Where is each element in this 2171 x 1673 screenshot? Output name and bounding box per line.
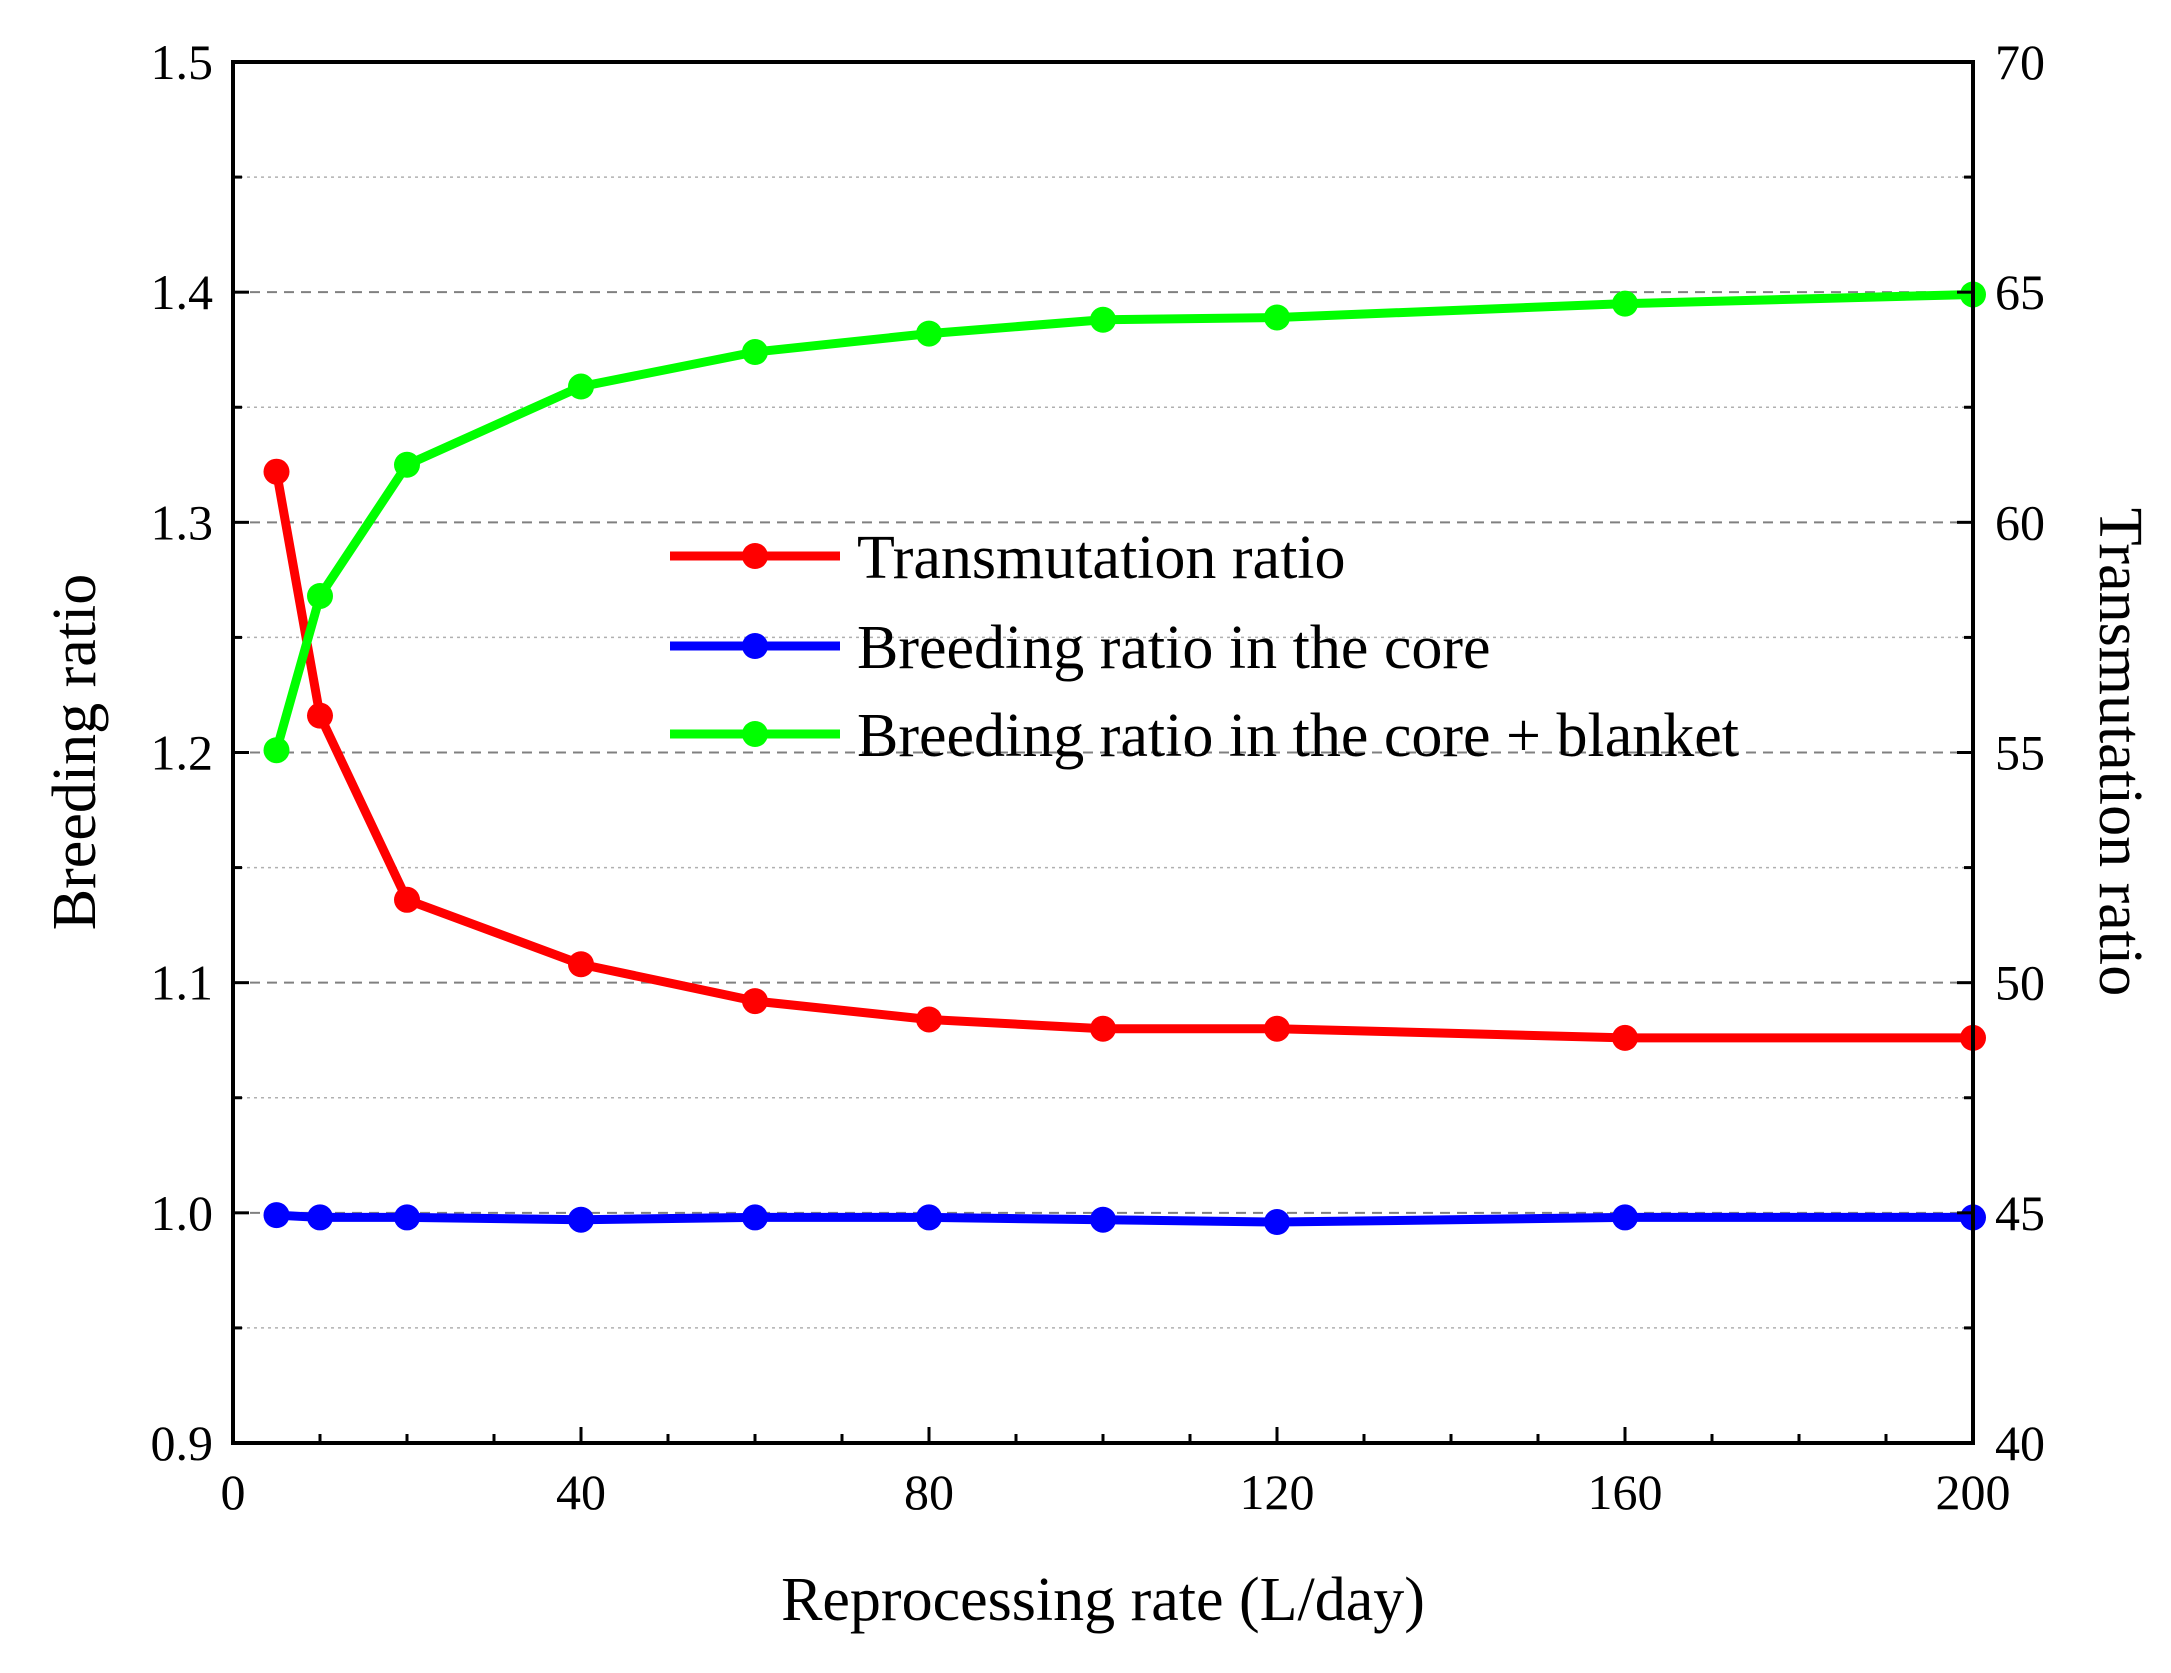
y-axis-title: Breeding ratio	[41, 574, 109, 930]
data-point-transmutation-ratio	[1090, 1015, 1116, 1042]
data-point-breeding-ratio-core-blanket	[1264, 304, 1290, 331]
data-point-breeding-ratio-core-blanket	[742, 339, 768, 366]
y-tick-label: 1.3	[151, 494, 214, 550]
series-line-transmutation-ratio	[272, 470, 1973, 1043]
y2-tick-label: 65	[1995, 264, 2045, 320]
data-point-breeding-ratio-core-blanket	[1612, 290, 1638, 317]
series-transmutation-ratio	[263, 458, 1986, 1051]
data-point-transmutation-ratio	[916, 1006, 942, 1033]
data-point-breeding-ratio-core-blanket	[568, 373, 594, 400]
y-tick-label: 1.1	[151, 955, 214, 1011]
data-point-breeding-ratio-core	[307, 1204, 333, 1231]
y2-tick-label: 50	[1995, 955, 2045, 1011]
data-point-breeding-ratio-core-blanket	[263, 737, 290, 764]
x-tick-label: 0	[221, 1464, 246, 1520]
data-point-breeding-ratio-core-blanket	[307, 582, 333, 609]
series-layer	[263, 281, 1986, 1236]
x-tick-label: 160	[1588, 1464, 1663, 1520]
y2-tick-label: 60	[1995, 494, 2045, 550]
y-tick-label: 1.0	[151, 1185, 214, 1241]
x-tick-label: 120	[1240, 1464, 1315, 1520]
y2-tick-label: 55	[1995, 725, 2045, 781]
data-point-breeding-ratio-core	[1612, 1204, 1638, 1231]
series-line-breeding-ratio-core	[276, 1210, 1973, 1227]
data-point-transmutation-ratio	[307, 702, 333, 729]
data-point-breeding-ratio-core-blanket	[916, 320, 942, 347]
tick-labels: 0 40 80 120 160 200 0.9 1.0 1.1 1.2 1.3 1.4 1.5 40 45 5…	[151, 34, 2046, 1520]
legend-label-transmutation: Transmutation ratio	[857, 524, 1346, 592]
y2-tick-label: 70	[1995, 34, 2045, 90]
data-point-transmutation-ratio	[742, 988, 768, 1015]
series-breeding-ratio-core-blanket	[263, 281, 1986, 764]
y-tick-label: 1.2	[151, 725, 214, 781]
data-point-transmutation-ratio	[1264, 1015, 1290, 1042]
series-breeding-ratio-core	[263, 1202, 1986, 1236]
data-point-breeding-ratio-core-blanket	[394, 451, 420, 478]
grid-lines	[233, 176, 1973, 1329]
legend-label-core: Breeding ratio in the core	[857, 614, 1491, 682]
x-axis-title: Reprocessing rate (L/day)	[781, 1566, 1425, 1634]
data-point-transmutation-ratio	[1612, 1024, 1638, 1051]
data-point-breeding-ratio-core-blanket	[1090, 306, 1116, 333]
legend-marker-core-blanket	[742, 721, 768, 747]
axis-ticks	[231, 60, 1975, 1445]
data-point-transmutation-ratio	[568, 951, 594, 978]
x-tick-label: 200	[1936, 1464, 2011, 1520]
legend-marker-core	[742, 633, 768, 659]
data-point-breeding-ratio-core	[394, 1204, 420, 1231]
data-point-breeding-ratio-core	[263, 1202, 290, 1229]
legend: Transmutation ratio Breeding ratio in th…	[670, 524, 1739, 770]
y-tick-label: 1.4	[151, 264, 214, 320]
data-point-transmutation-ratio	[263, 458, 290, 485]
data-point-breeding-ratio-core	[742, 1204, 768, 1231]
series-line-breeding-ratio-core-blanket	[272, 289, 1974, 752]
y2-tick-label: 45	[1995, 1185, 2045, 1241]
y2-tick-label: 40	[1995, 1415, 2045, 1471]
legend-marker-transmutation	[742, 543, 768, 569]
data-point-breeding-ratio-core	[1090, 1206, 1116, 1233]
y-tick-label: 1.5	[151, 34, 214, 90]
data-point-breeding-ratio-core	[568, 1206, 594, 1233]
data-point-breeding-ratio-core	[1264, 1209, 1290, 1236]
data-point-breeding-ratio-core	[916, 1204, 942, 1231]
y-tick-label: 0.9	[151, 1415, 214, 1471]
x-tick-label: 40	[556, 1464, 606, 1520]
y2-axis-title: Transmutation ratio	[2086, 508, 2154, 997]
x-tick-label: 80	[904, 1464, 954, 1520]
legend-label-core-blanket: Breeding ratio in the core + blanket	[857, 702, 1739, 770]
data-point-transmutation-ratio	[394, 886, 420, 913]
